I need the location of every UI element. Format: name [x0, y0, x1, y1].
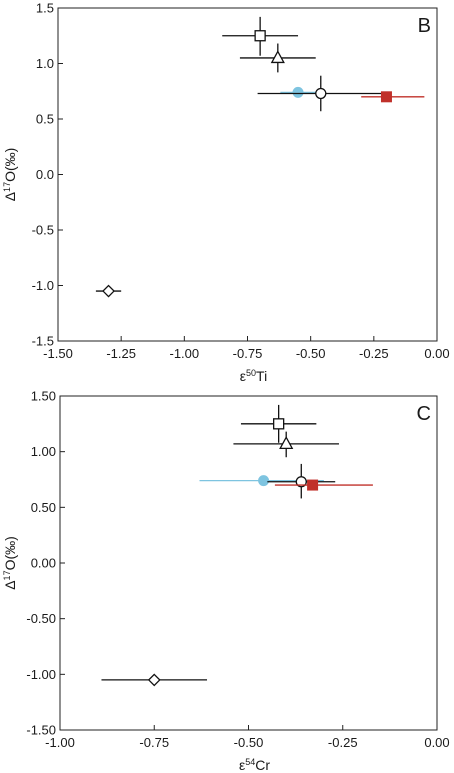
- x-tick-label: -0.75: [139, 735, 169, 750]
- filled-blue-circle-marker: [292, 86, 304, 98]
- data-point-open-diamond-marker: [101, 673, 208, 687]
- data-point-open-circle-marker: [267, 463, 336, 499]
- x-tick-label: -0.25: [328, 735, 358, 750]
- data-point-filled-red-square-marker: [274, 479, 373, 491]
- data-point-open-square-marker: [222, 16, 299, 56]
- data-point-open-triangle-marker: [239, 43, 316, 73]
- x-axis-label-element: Cr: [255, 757, 270, 773]
- y-tick-label: 0.00: [31, 556, 56, 571]
- x-tick-label: 0.00: [424, 735, 449, 750]
- x-tick-label: -1.00: [170, 346, 200, 361]
- data-point-filled-blue-circle-marker: [280, 86, 319, 98]
- y-tick-label: 0.50: [31, 500, 56, 515]
- filled-blue-circle-marker: [258, 475, 270, 487]
- data-point-open-triangle-marker: [233, 431, 339, 458]
- panel-b: -1.50 -1.25 -1.00 -0.75 -0.50 -0.25 0.00 -1.5 -1…: [2, 1, 450, 385]
- y-axis-label-superscript: 17: [2, 182, 12, 192]
- x-tick-label: -1.25: [106, 346, 136, 361]
- y-axis-label-symbol: Δ: [2, 192, 18, 201]
- y-tick-label: -1.00: [26, 667, 56, 682]
- y-tick-label: -0.50: [26, 611, 56, 626]
- y-tick-label: -0.5: [32, 223, 54, 238]
- data-point-filled-red-square-marker: [361, 91, 425, 103]
- open-square-marker: [254, 30, 266, 42]
- x-tick-label: -0.50: [234, 735, 264, 750]
- x-axis-label-element: Ti: [256, 368, 267, 384]
- panel-letter: B: [418, 15, 431, 37]
- open-square-marker: [273, 418, 285, 430]
- open-circle-marker: [295, 476, 307, 488]
- x-axis-label: ε54Cr: [239, 757, 270, 773]
- open-triangle-marker: [279, 436, 294, 450]
- open-triangle-marker: [270, 50, 285, 64]
- y-axis-label: Δ17O(‰): [2, 148, 18, 202]
- data-point-open-circle-marker: [257, 75, 384, 112]
- y-tick-label: 0.0: [36, 167, 54, 182]
- y-tick-label: -1.5: [32, 334, 54, 349]
- x-tick-label: -0.25: [359, 346, 389, 361]
- y-tick-label: 1.00: [31, 444, 56, 459]
- x-tick-label: 0.00: [424, 346, 449, 361]
- y-tick-label: -1.50: [26, 723, 56, 738]
- x-tick-label: -0.75: [233, 346, 263, 361]
- filled-red-square-marker: [380, 91, 392, 103]
- data-point-open-square-marker: [240, 404, 317, 443]
- x-tick-label: -1.50: [43, 346, 73, 361]
- panel-letter: C: [417, 403, 431, 425]
- y-axis-label: Δ17O(‰): [2, 536, 18, 590]
- y-tick-label: 1.5: [36, 1, 54, 16]
- open-diamond-marker: [147, 673, 161, 687]
- x-axis-label: ε50Ti: [240, 368, 267, 384]
- x-axis-label-superscript: 50: [246, 368, 256, 378]
- y-axis-label-unit: O(‰): [2, 536, 18, 570]
- data-point-open-diamond-marker: [95, 284, 122, 298]
- y-tick-label: 1.50: [31, 389, 56, 404]
- open-diamond-marker: [102, 284, 115, 298]
- y-axis-label-symbol: Δ: [2, 580, 18, 589]
- open-circle-marker: [315, 87, 327, 100]
- filled-red-square-marker: [307, 479, 319, 491]
- y-axis-label-superscript: 17: [2, 570, 12, 580]
- x-axis-label-symbol: ε: [239, 757, 245, 773]
- x-axis-label-symbol: ε: [240, 368, 246, 384]
- y-axis-label-unit: O(‰): [2, 148, 18, 182]
- x-tick-label: -0.50: [296, 346, 326, 361]
- y-tick-label: 1.0: [36, 56, 54, 71]
- y-tick-label: -1.0: [32, 278, 54, 293]
- y-tick-label: 0.5: [36, 112, 54, 127]
- x-tick-label: -1.00: [45, 735, 75, 750]
- x-axis-label-superscript: 54: [245, 757, 255, 767]
- panel-c: -1.00 -0.75 -0.50 -0.25 0.00-1.50-1.00-0.500…: [2, 389, 450, 773]
